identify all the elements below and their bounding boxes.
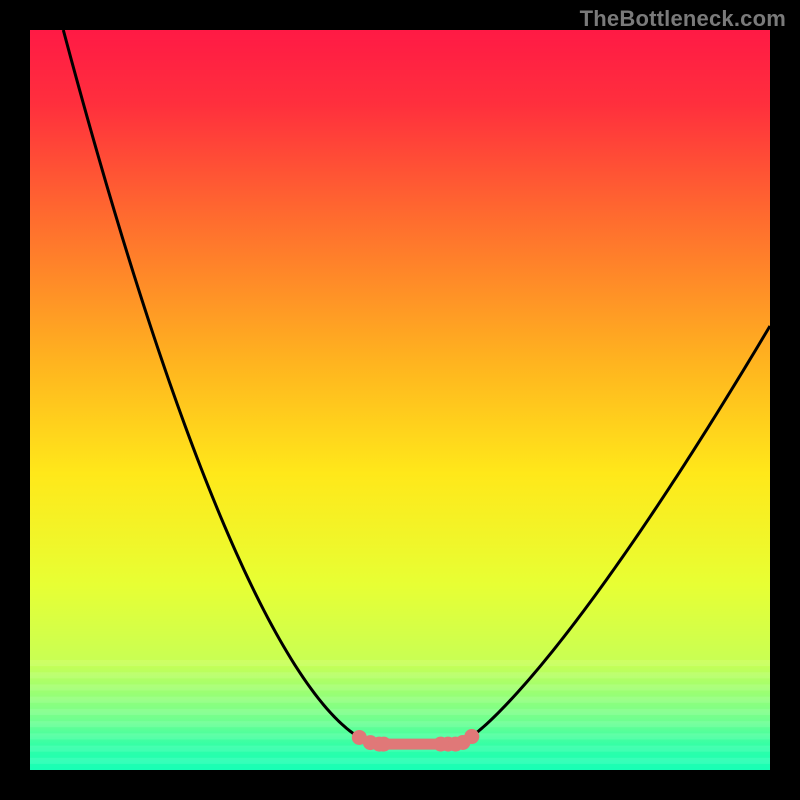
bottleneck-chart <box>0 0 800 800</box>
chart-svg <box>0 0 800 800</box>
watermark-text: TheBottleneck.com <box>580 6 786 32</box>
highlight-bar <box>384 739 441 750</box>
chart-background-gradient <box>30 30 770 770</box>
highlight-dot <box>376 737 391 752</box>
bottom-stripe-texture <box>30 660 770 770</box>
highlight-dot <box>464 729 479 744</box>
